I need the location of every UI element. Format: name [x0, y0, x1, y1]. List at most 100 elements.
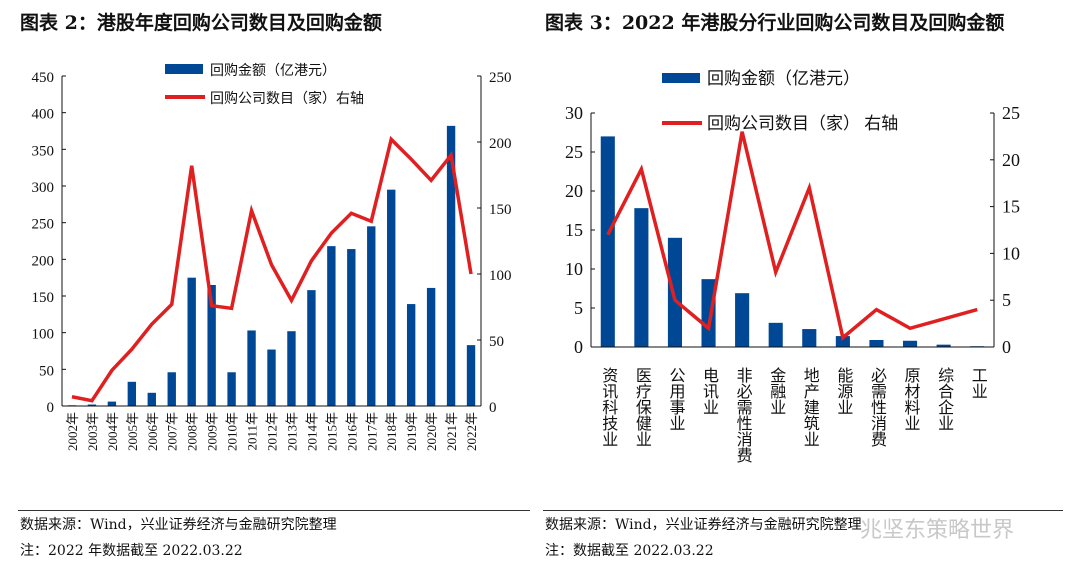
right-source: 数据来源：Wind，兴业证券经济与金融研究院整理	[545, 517, 862, 533]
y-tick-label: 30	[565, 103, 583, 123]
y-tick-label: 350	[32, 143, 55, 159]
y2-tick-label: 150	[489, 202, 512, 218]
y-tick-label: 100	[32, 327, 55, 343]
left-chart-title: 图表 2：港股年度回购公司数目及回购金额	[20, 12, 382, 34]
y-tick-label: 15	[565, 220, 583, 240]
y-tick-label: 50	[39, 363, 54, 379]
y2-tick-label: 250	[489, 70, 512, 86]
x-tick-label: 2011年	[245, 412, 260, 451]
y2-tick-label: 0	[1002, 337, 1011, 357]
x-tick-label: 2008年	[185, 412, 200, 451]
x-tick-label: 2003年	[85, 412, 100, 451]
bar	[667, 237, 683, 347]
bar	[347, 249, 356, 406]
y-tick-label: 400	[32, 107, 55, 123]
y2-tick-label: 50	[489, 334, 504, 350]
bar	[802, 329, 817, 347]
bar	[327, 246, 336, 406]
y2-tick-label: 15	[1002, 197, 1020, 217]
x-tick-label: 电讯业	[700, 367, 719, 415]
bar	[227, 372, 236, 406]
x-tick-label: 公用事业	[666, 367, 685, 431]
x-tick-label: 2006年	[145, 412, 160, 451]
bar	[167, 372, 176, 406]
y2-tick-label: 0	[489, 400, 497, 416]
count-line	[71, 135, 473, 403]
x-tick-label: 综合企业	[935, 367, 954, 431]
right-chart-title: 图表 3：2022 年港股分行业回购公司数目及回购金额	[545, 12, 1005, 34]
bar	[207, 285, 216, 406]
legend-label: 回购公司数目（家） 右轴	[707, 114, 898, 133]
legend-label: 回购公司数目（家）右轴	[210, 90, 364, 107]
bar	[902, 340, 918, 347]
bar	[768, 322, 783, 347]
x-tick-label: 2002年	[65, 412, 80, 451]
bar	[426, 287, 436, 406]
bar	[387, 189, 396, 406]
x-tick-label: 医疗保健业	[633, 367, 652, 447]
y2-tick-label: 10	[1002, 243, 1020, 263]
x-tick-label: 非必需性消费	[734, 367, 753, 463]
bar	[446, 125, 456, 406]
count-line	[606, 131, 978, 341]
bar	[600, 136, 615, 347]
bar	[87, 404, 97, 406]
bar	[187, 277, 196, 406]
x-tick-label: 地产建筑业	[801, 367, 820, 447]
y2-tick-label: 100	[489, 268, 512, 284]
bar	[147, 392, 156, 406]
x-tick-label: 2016年	[344, 412, 359, 451]
x-tick-label: 原材料业	[902, 367, 921, 431]
x-tick-label: 2019年	[404, 412, 419, 451]
bar	[701, 279, 716, 347]
y2-tick-label: 20	[1002, 150, 1020, 170]
y-tick-label: 0	[47, 400, 55, 416]
right-divider	[543, 510, 1063, 511]
bar	[247, 330, 256, 406]
x-tick-label: 2014年	[304, 412, 319, 451]
bar	[835, 336, 850, 347]
right-note: 注：数据截至 2022.03.22	[545, 543, 714, 559]
y-tick-label: 0	[574, 337, 583, 357]
legend-label: 回购金额（亿港元）	[707, 69, 860, 88]
legend-bar-swatch	[165, 64, 203, 74]
bar	[307, 290, 316, 406]
y-tick-label: 200	[32, 253, 55, 269]
y-tick-label: 5	[574, 298, 583, 318]
legend-bar-swatch	[662, 73, 700, 83]
watermark: 兆坚东策略世界	[860, 518, 1015, 543]
bar	[634, 208, 649, 347]
y-tick-label: 25	[565, 142, 583, 162]
x-tick-label: 2020年	[424, 412, 439, 451]
x-tick-label: 资讯科技业	[599, 367, 618, 447]
y-tick-label: 300	[32, 180, 55, 196]
bar	[735, 293, 750, 347]
y-tick-label: 10	[565, 259, 583, 279]
x-tick-label: 2012年	[265, 412, 280, 451]
legend-label: 回购金额（亿港元）	[210, 63, 336, 79]
x-tick-label: 2010年	[225, 412, 240, 451]
x-tick-label: 2017年	[364, 412, 379, 451]
bar	[127, 381, 137, 406]
left-note: 注：2022 年数据截至 2022.03.22	[20, 543, 243, 559]
bar	[466, 345, 476, 406]
x-tick-label: 2021年	[444, 412, 459, 451]
x-tick-label: 能源业	[834, 367, 853, 415]
x-tick-label: 金融业	[767, 367, 786, 415]
bar	[107, 401, 117, 406]
x-tick-label: 2007年	[165, 412, 180, 451]
bar	[267, 349, 276, 406]
x-tick-label: 2009年	[205, 412, 220, 451]
bar	[936, 344, 951, 347]
bar	[367, 226, 376, 406]
y-tick-label: 250	[32, 217, 55, 233]
x-tick-label: 2022年	[464, 412, 479, 451]
x-tick-label: 工业	[969, 367, 988, 399]
x-tick-label: 2005年	[125, 412, 140, 451]
bar	[869, 339, 884, 347]
y-tick-label: 450	[32, 70, 55, 86]
x-tick-label: 2015年	[324, 412, 339, 451]
x-tick-label: 2018年	[384, 412, 399, 451]
y2-tick-label: 200	[489, 136, 512, 152]
